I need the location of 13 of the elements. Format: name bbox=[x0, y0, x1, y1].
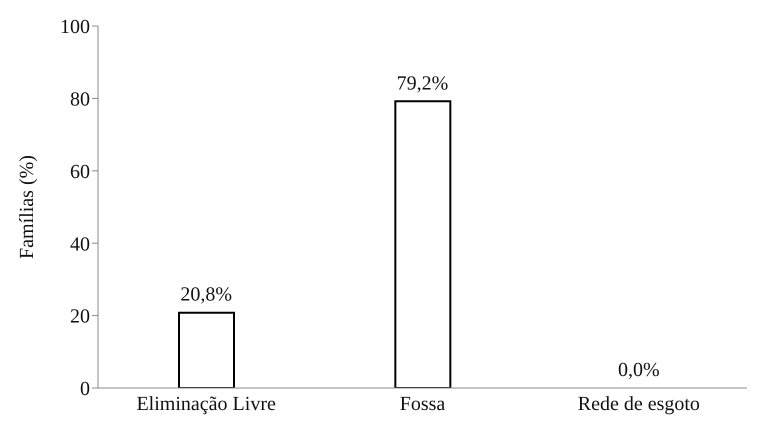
x-tick-label: Fossa bbox=[400, 393, 446, 416]
data-label: 20,8% bbox=[180, 284, 232, 306]
data-label: 79,2% bbox=[396, 72, 448, 94]
x-tick-label: Eliminação Livre bbox=[136, 393, 276, 416]
data-label: 0,0% bbox=[618, 359, 660, 381]
y-tick-label: 20 bbox=[70, 306, 90, 328]
y-tick-label: 80 bbox=[70, 88, 90, 110]
y-tick-label: 40 bbox=[70, 233, 90, 256]
y-tick-label: 100 bbox=[60, 16, 90, 38]
y-tick-label: 0 bbox=[80, 378, 90, 400]
y-axis-title: Famílias (%) bbox=[16, 155, 38, 259]
y-tick-label: 60 bbox=[70, 160, 90, 183]
x-tick-label: Rede de esgoto bbox=[578, 393, 700, 416]
